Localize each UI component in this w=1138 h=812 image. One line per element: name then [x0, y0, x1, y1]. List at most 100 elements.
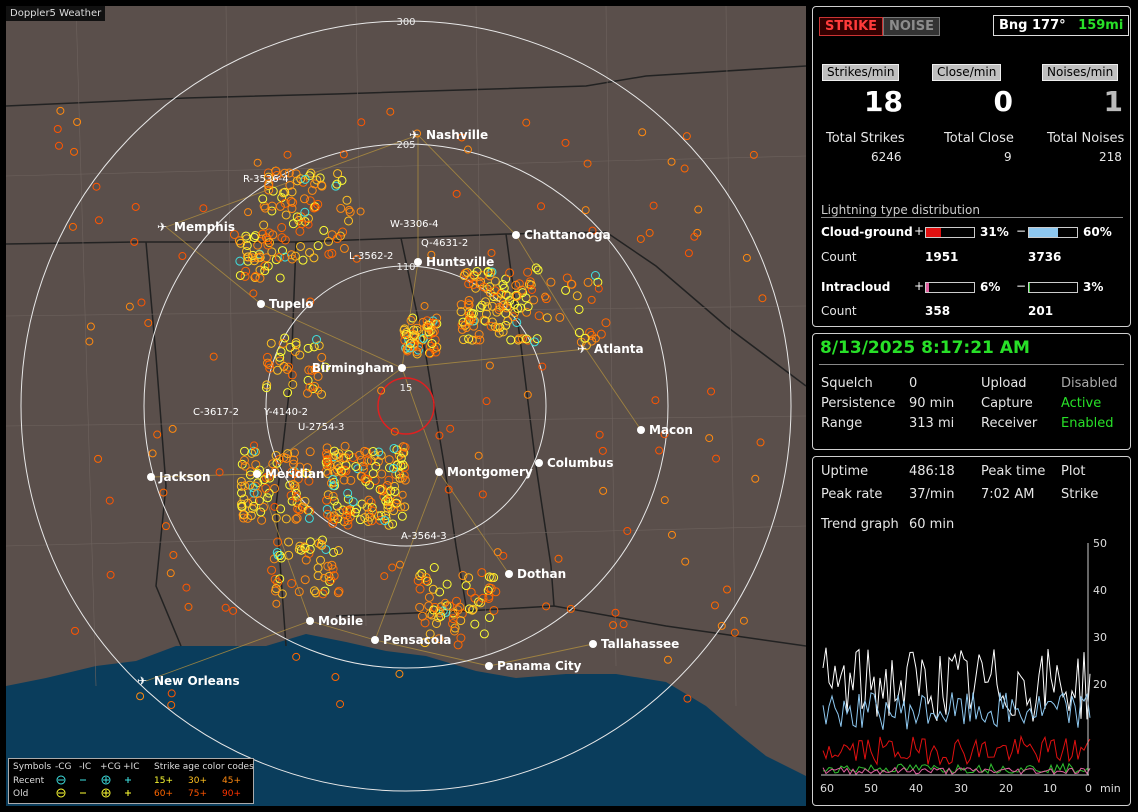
- strike-marker: [267, 247, 277, 257]
- strike-marker: [259, 220, 269, 230]
- strike-marker: [482, 302, 492, 312]
- city-label: Pensacola: [383, 633, 451, 647]
- city-dot-icon: [147, 473, 155, 481]
- strike-marker: [293, 504, 303, 514]
- strike-marker: [300, 174, 310, 184]
- strike-marker: [683, 694, 692, 703]
- strike-marker: [485, 271, 495, 281]
- strike-marker: [541, 294, 551, 304]
- strike-marker: [286, 490, 296, 500]
- strike-marker: [336, 203, 346, 213]
- strike-marker: [638, 128, 647, 137]
- strike-marker: [167, 689, 176, 698]
- strike-marker: [53, 125, 62, 134]
- strike-marker: [493, 548, 502, 557]
- lightning-map[interactable]: Doppler5 Weather: [6, 6, 806, 806]
- strike-marker: [444, 485, 453, 494]
- ic-minus-sign: −: [1016, 279, 1027, 293]
- close-per-min-label[interactable]: Close/min: [932, 64, 1002, 81]
- noises-per-min-label[interactable]: Noises/min: [1042, 64, 1119, 81]
- strike-marker: [523, 335, 533, 345]
- strike-marker: [229, 606, 238, 615]
- strike-marker: [277, 233, 287, 243]
- strike-marker: [295, 226, 305, 236]
- map-canvas[interactable]: 300 205 110 15 R-3536-4 W-3306-4 Q-4631-2 L…: [6, 6, 806, 806]
- legend-age-45: 45+: [222, 776, 241, 786]
- strike-marker: [352, 254, 361, 263]
- strike-marker: [420, 638, 430, 648]
- cg-plus-bar: [925, 227, 975, 238]
- strike-marker: [598, 446, 607, 455]
- strike-marker: [487, 317, 497, 327]
- legend-age-15: 15+: [154, 776, 173, 786]
- strike-marker: [258, 502, 268, 512]
- strike-marker: [717, 621, 726, 630]
- strike-marker: [431, 618, 441, 628]
- strike-marker: [566, 279, 576, 289]
- strike-marker: [271, 451, 281, 461]
- x-tick-0: 0: [1085, 782, 1092, 795]
- strike-button[interactable]: STRIKE: [819, 17, 884, 36]
- strike-marker: [534, 311, 544, 321]
- strike-marker: [357, 118, 366, 127]
- strike-marker: [492, 292, 502, 302]
- strike-marker: [623, 526, 632, 535]
- strike-marker: [281, 453, 291, 463]
- strike-marker: [240, 446, 250, 456]
- strike-marker: [384, 475, 394, 485]
- strike-marker: [262, 380, 272, 390]
- cg-minus-bar: [1028, 227, 1078, 238]
- strike-marker: [464, 300, 474, 310]
- strike-marker: [377, 469, 387, 479]
- strike-marker: [353, 464, 363, 474]
- noise-button[interactable]: NOISE: [883, 17, 941, 36]
- strike-marker: [236, 481, 246, 491]
- strike-marker: [253, 158, 262, 167]
- strike-marker: [284, 550, 294, 560]
- strike-marker: [288, 219, 298, 229]
- strike-marker: [355, 515, 365, 525]
- strike-marker: [730, 628, 739, 637]
- y-tick-50: 50: [1093, 537, 1107, 550]
- strike-marker: [453, 605, 463, 615]
- strikes-per-min-label[interactable]: Strikes/min: [822, 64, 900, 81]
- strike-marker: [264, 185, 274, 195]
- strike-marker: [94, 216, 103, 225]
- strike-marker: [252, 489, 262, 499]
- strike-marker: [427, 250, 436, 259]
- strike-marker: [322, 504, 332, 514]
- strike-marker: [251, 460, 261, 470]
- ic-minus-bar: [1028, 282, 1078, 293]
- strike-marker: [320, 586, 330, 596]
- strike-marker: [474, 329, 484, 339]
- strike-marker: [309, 586, 319, 596]
- strike-marker: [291, 337, 301, 347]
- strike-marker: [389, 443, 399, 453]
- strike-marker: [684, 249, 693, 258]
- strike-marker: [305, 196, 315, 206]
- strike-marker: [263, 493, 273, 503]
- strike-marker: [723, 585, 732, 594]
- strike-marker: [390, 487, 400, 497]
- strike-marker: [667, 157, 676, 166]
- strike-marker: [591, 334, 600, 343]
- strike-marker: [292, 513, 302, 523]
- city-dot-icon: [505, 570, 513, 578]
- strike-marker: [253, 240, 263, 250]
- strike-marker: [268, 459, 278, 469]
- strike-marker: [383, 494, 393, 504]
- strike-marker: [424, 592, 434, 602]
- strike-marker: [304, 365, 314, 375]
- total-close-label: Total Close: [944, 131, 1014, 146]
- strike-marker: [680, 164, 689, 173]
- plot-value[interactable]: Strike: [1061, 487, 1099, 502]
- receiver-label: Receiver: [981, 416, 1038, 431]
- strike-marker: [486, 573, 496, 583]
- strike-marker: [263, 358, 273, 368]
- strike-marker: [406, 315, 416, 325]
- strike-layer: [53, 106, 767, 710]
- total-noises-value: 218: [1099, 150, 1122, 164]
- strike-marker: [403, 346, 413, 356]
- strike-marker: [533, 265, 543, 275]
- strike-marker: [305, 248, 315, 258]
